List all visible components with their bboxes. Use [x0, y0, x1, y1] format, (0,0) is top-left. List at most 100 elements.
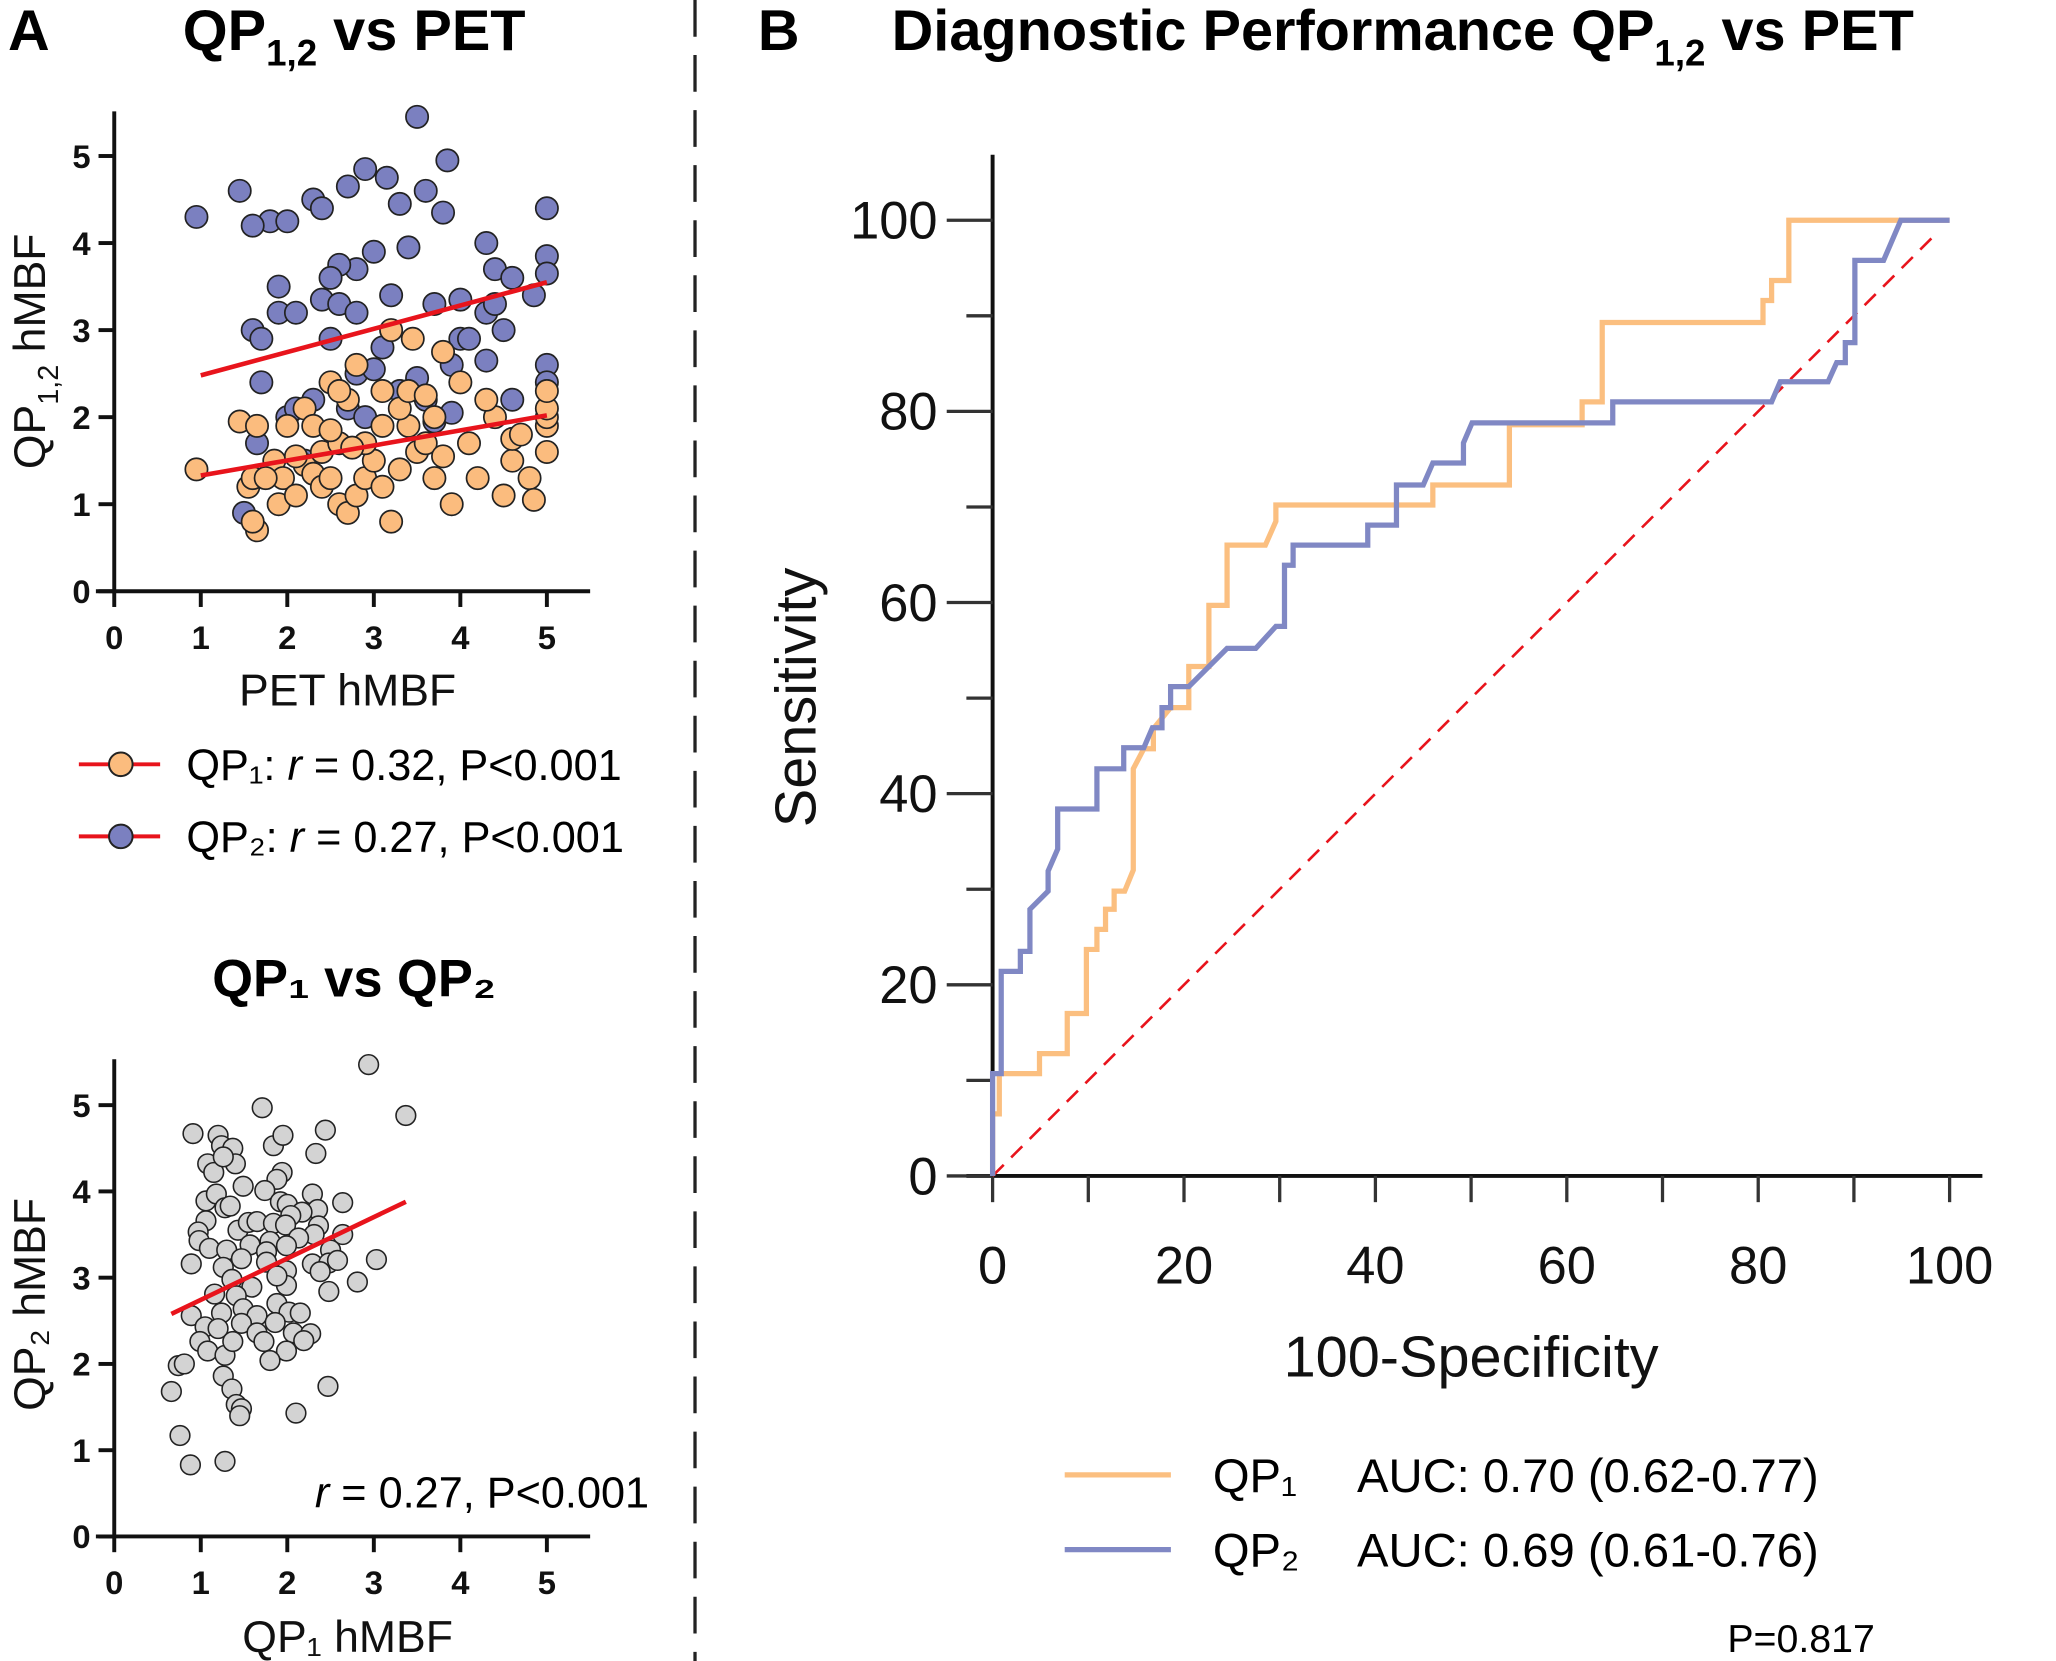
scatter2-point [232, 1175, 254, 1197]
scatter2-point [207, 1317, 229, 1340]
scatter1-y-tick-label: 1 [72, 486, 90, 523]
scatter1-point-qp2 [275, 209, 300, 234]
scatter2-point [222, 1330, 244, 1353]
roc-y-tick-label: 80 [879, 384, 937, 442]
scatter2-point [365, 1248, 388, 1271]
scatter1-legend: QP₁: r = 0.32, P<0.001 QP₂: r = 0.27, P<… [78, 742, 624, 862]
roc-x-tick-label: 60 [1538, 1237, 1596, 1295]
scatter1-point-qp1 [500, 448, 525, 473]
scatter2-point [169, 1424, 191, 1447]
scatter1-point-qp2 [474, 348, 499, 373]
roc-y-tick-label: 40 [879, 766, 937, 824]
scatter1-point-qp2 [344, 300, 369, 325]
scatter2-point [214, 1450, 236, 1473]
scatter2-x-tick-label: 4 [451, 1564, 470, 1601]
scatter2-point [219, 1195, 241, 1217]
scatter2-xlabel: QP₁ hMBF [242, 1613, 453, 1661]
roc-x-tick-label: 80 [1729, 1237, 1787, 1295]
scatter2-title: QP₁ vs QP₂ [212, 950, 496, 1008]
scatter1-point-qp2 [534, 261, 559, 286]
scatter1-point-qp2 [184, 204, 209, 229]
scatter2-y-tick-label: 2 [72, 1346, 90, 1383]
roc-title-main: Diagnostic Performance QP [892, 0, 1655, 63]
scatter1-point-qp2 [474, 231, 499, 256]
scatter1-point-qp1 [534, 379, 559, 404]
roc-x-tick-label: 20 [1155, 1237, 1213, 1295]
scatter1-title: QP1,2 vs PET [183, 0, 526, 74]
roc-xlabel: 100-Specificity [1284, 1326, 1659, 1390]
scatter1-point-qp1 [275, 413, 300, 438]
scatter1-ylabel: QP1,2 hMBF [6, 233, 65, 469]
scatter1-point-qp1 [517, 466, 542, 491]
legend-qp2-text: QP₂: r = 0.27, P<0.001 [186, 814, 624, 862]
roc-curve-qp1 [989, 217, 1950, 1176]
legend-qp2-post: = 0.27, P<0.001 [304, 814, 624, 862]
scatter2-point [180, 1253, 202, 1275]
scatter1-point-qp2 [374, 165, 399, 190]
scatter2-point [358, 1053, 380, 1076]
scatter1-point-qp1 [534, 439, 559, 464]
scatter2-y-tick-label: 3 [72, 1259, 90, 1296]
scatter2-point [230, 1248, 253, 1270]
scatter2-point [332, 1192, 354, 1214]
scatter2-x-tick-label: 0 [105, 1564, 123, 1601]
scatter2-point [254, 1179, 276, 1202]
scatter1-point-qp2 [249, 326, 274, 351]
scatter2-y-tick-label: 0 [72, 1518, 90, 1555]
scatter1-x-tick-label: 1 [192, 619, 210, 656]
scatter2-point [179, 1454, 202, 1476]
roc-x-tick-label: 40 [1346, 1237, 1404, 1295]
scatter2-point [305, 1142, 327, 1165]
scatter1-y-tick-label: 5 [72, 138, 90, 175]
scatter1-point-qp2 [361, 239, 386, 264]
roc-title: Diagnostic Performance QP1,2 vs PET [892, 0, 1914, 74]
scatter2-point [318, 1280, 340, 1303]
scatter1-point-qp2 [387, 191, 412, 216]
scatter2-point [230, 1312, 253, 1335]
legend-qp2-marker [108, 823, 134, 850]
legend-roc-qp1-name: QP₁ [1213, 1450, 1297, 1503]
legend-roc-qp2-name: QP₂ [1213, 1525, 1300, 1578]
scatter2-point [274, 1214, 297, 1236]
scatter2-y-tick-label: 1 [72, 1432, 90, 1469]
scatter1-point-qp1 [521, 487, 546, 512]
scatter2-point [314, 1119, 336, 1141]
scatter1-point-qp2 [266, 274, 291, 299]
scatter1-point-qp1 [318, 466, 343, 491]
scatter2-point [289, 1302, 311, 1324]
scatter1-point-qp1 [508, 422, 533, 447]
scatter2-point [197, 1340, 219, 1362]
scatter1-point-qp2 [396, 235, 421, 260]
scatter1-point-qp2 [379, 283, 404, 308]
legend-qp2-pre: QP₂: [186, 814, 289, 862]
scatter1-ylabel-rest: hMBF [6, 233, 55, 364]
scatter1-point-qp2 [491, 318, 516, 343]
scatter2-fit-line [170, 1199, 407, 1316]
scatter1-point-qp1 [491, 483, 516, 508]
scatter2-point [259, 1349, 281, 1372]
scatter1-point-qp2 [435, 148, 460, 173]
scatter2-point [326, 1249, 349, 1272]
scatter1-point-qp1 [318, 418, 343, 443]
scatter2-point [266, 1265, 288, 1287]
roc-y-tick-label: 20 [879, 957, 937, 1015]
scatter1-ylabel-sub: 1,2 [33, 365, 65, 405]
roc-curve-qp2 [989, 217, 1950, 1176]
scatter2-point [395, 1104, 417, 1127]
scatter1-point-qp1 [253, 466, 278, 491]
roc-y-tick-label: 100 [850, 193, 937, 251]
scatter1-point-qp1 [370, 379, 395, 404]
scatter1-y-tick-label: 0 [72, 573, 90, 610]
scatter2-annotation-rest: = 0.27, P<0.001 [329, 1470, 649, 1518]
scatter2-point [317, 1375, 339, 1397]
legend-qp1-r: r [287, 742, 303, 790]
scatter1-x-tick-label: 5 [538, 619, 556, 656]
scatter1-point-qp2 [500, 387, 525, 412]
scatter2-point [229, 1405, 251, 1427]
scatter1-point-qp1 [240, 509, 265, 534]
scatter1-x-tick-label: 4 [451, 619, 470, 656]
panel-b-letter: B [758, 0, 800, 63]
scatter1-ylabel-main: QP [6, 405, 55, 469]
scatter1-xlabel: PET hMBF [239, 666, 456, 715]
scatter1-point-qp1 [457, 431, 481, 456]
